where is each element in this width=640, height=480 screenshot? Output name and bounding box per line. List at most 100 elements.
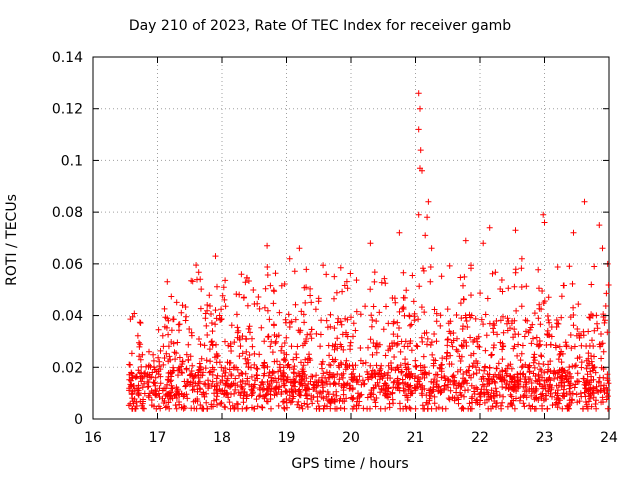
data-point xyxy=(234,324,241,331)
data-point xyxy=(437,322,444,329)
data-point xyxy=(511,384,518,391)
data-point xyxy=(126,387,133,394)
x-tick-label: 19 xyxy=(278,430,296,446)
data-point xyxy=(431,400,438,407)
y-tick-label: 0.14 xyxy=(52,50,83,66)
data-point xyxy=(264,398,271,405)
data-point xyxy=(437,387,444,394)
data-point xyxy=(168,373,175,380)
data-point xyxy=(561,393,568,400)
data-point xyxy=(547,390,554,397)
data-point xyxy=(480,240,487,247)
data-point xyxy=(539,402,545,409)
data-point xyxy=(520,383,527,390)
y-tick-label: 0.08 xyxy=(52,205,83,221)
data-point xyxy=(573,332,580,339)
data-point xyxy=(580,328,587,335)
data-point xyxy=(346,385,353,392)
data-point xyxy=(150,357,157,364)
data-point xyxy=(603,290,610,297)
data-point xyxy=(155,354,162,361)
data-point xyxy=(201,342,208,349)
data-point xyxy=(297,327,304,334)
data-point xyxy=(353,277,360,284)
data-point xyxy=(222,338,228,345)
data-point xyxy=(278,282,285,289)
data-point xyxy=(532,394,539,401)
data-point xyxy=(308,326,315,333)
data-point xyxy=(424,214,431,221)
data-point xyxy=(449,343,456,350)
data-point xyxy=(226,366,233,373)
chart-title: Day 210 of 2023, Rate Of TEC Index for r… xyxy=(128,18,512,34)
data-point xyxy=(396,325,402,331)
data-point xyxy=(248,392,255,399)
axis-ticks xyxy=(92,56,610,420)
data-point xyxy=(137,320,144,326)
data-point xyxy=(139,374,146,381)
data-point xyxy=(515,382,522,388)
data-point xyxy=(383,303,389,310)
data-point xyxy=(182,383,189,390)
data-point xyxy=(214,401,220,408)
data-point xyxy=(454,335,460,342)
data-point xyxy=(372,343,379,350)
data-point xyxy=(323,393,330,400)
grid-lines xyxy=(93,57,609,419)
data-point xyxy=(505,285,512,292)
data-point xyxy=(341,398,348,405)
data-point xyxy=(233,311,240,318)
data-point xyxy=(584,371,591,378)
data-point xyxy=(195,269,202,276)
data-point xyxy=(240,399,247,406)
data-point xyxy=(521,403,528,410)
data-point xyxy=(558,293,565,300)
data-point xyxy=(406,404,413,411)
data-point xyxy=(530,359,537,366)
data-point xyxy=(456,380,463,387)
data-point xyxy=(300,362,307,369)
data-point xyxy=(129,388,136,395)
data-point xyxy=(396,229,403,236)
data-point xyxy=(338,321,345,328)
data-point xyxy=(185,341,192,348)
data-point xyxy=(251,381,258,388)
data-point xyxy=(469,393,476,400)
data-point xyxy=(531,364,538,371)
data-point xyxy=(465,387,471,393)
data-point xyxy=(394,384,401,391)
data-point xyxy=(518,255,525,262)
data-point xyxy=(243,336,250,343)
data-point xyxy=(152,374,159,381)
data-point xyxy=(382,280,389,287)
data-point xyxy=(500,329,507,336)
data-point xyxy=(197,305,204,312)
data-point xyxy=(496,392,503,399)
data-point xyxy=(385,394,392,401)
data-point xyxy=(574,370,581,377)
data-point xyxy=(490,393,497,400)
data-point xyxy=(467,314,474,321)
data-point xyxy=(370,303,377,310)
data-point xyxy=(373,362,380,369)
data-point xyxy=(288,343,295,350)
data-point xyxy=(507,361,514,368)
data-point xyxy=(598,355,605,362)
data-point xyxy=(343,329,349,336)
data-point xyxy=(390,318,397,325)
data-point xyxy=(230,380,237,387)
data-point xyxy=(417,147,424,154)
data-point xyxy=(534,378,541,385)
data-point xyxy=(541,298,548,305)
data-point xyxy=(327,311,334,318)
data-point xyxy=(275,368,282,375)
data-point xyxy=(204,332,211,338)
data-point xyxy=(331,358,337,365)
data-point xyxy=(411,313,418,320)
data-point xyxy=(467,334,474,341)
data-point xyxy=(458,315,465,322)
data-point xyxy=(233,364,240,371)
data-point xyxy=(518,265,525,272)
data-point xyxy=(283,388,290,394)
data-point xyxy=(235,389,242,396)
